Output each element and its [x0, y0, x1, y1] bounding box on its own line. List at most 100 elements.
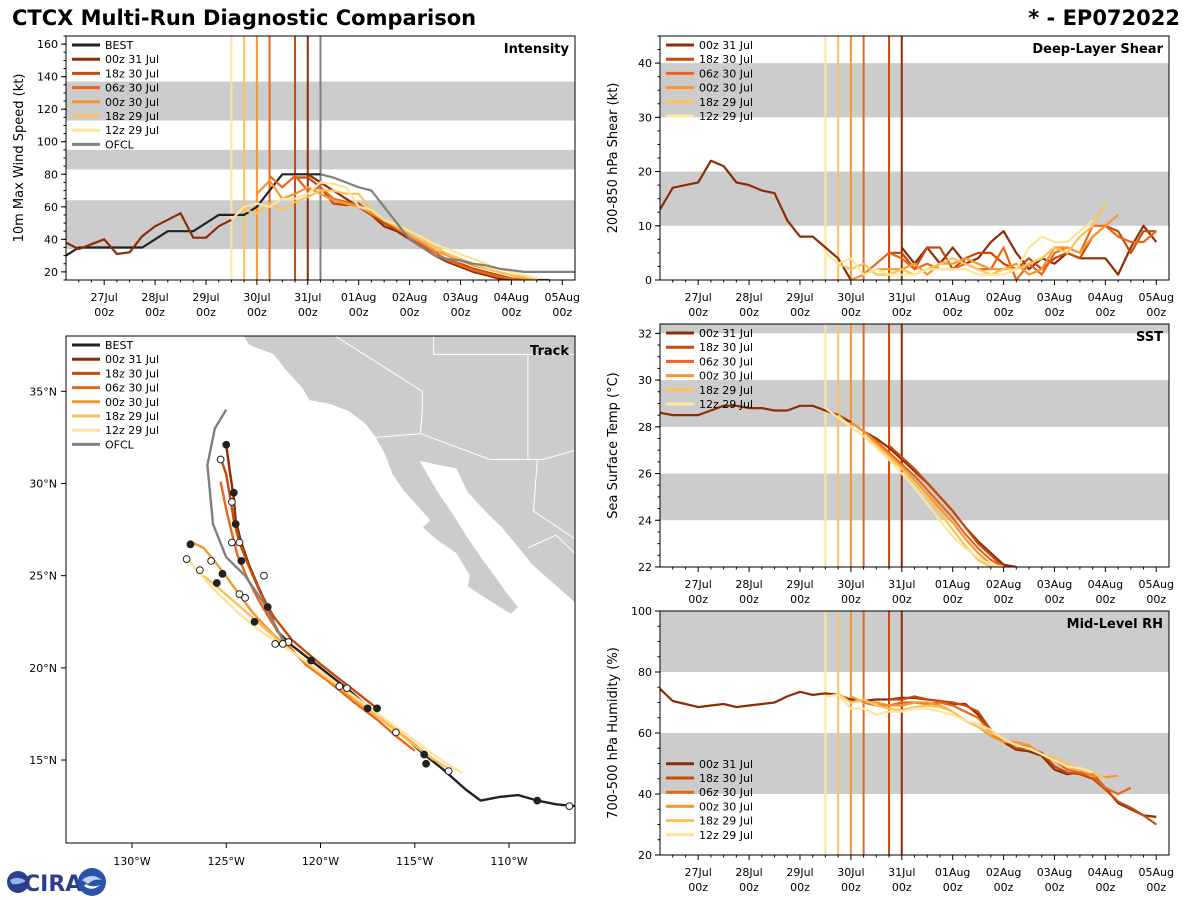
- y-tick-label: 40: [44, 233, 58, 246]
- shaded-band: [660, 171, 1169, 226]
- series-line: [837, 692, 1106, 780]
- y-tick-label: 24: [638, 514, 652, 527]
- x-tick-label: 00z: [892, 881, 912, 894]
- x-tick-label: 00z: [790, 306, 810, 319]
- x-tick-label: 04Aug: [1088, 866, 1123, 879]
- x-tick-label: 05Aug: [1139, 866, 1174, 879]
- y-axis-label: 10m Max Wind Speed (kt): [12, 74, 27, 243]
- page-title: CTCX Multi-Run Diagnostic Comparison: [12, 6, 477, 30]
- x-tick-label: 01Aug: [341, 291, 376, 304]
- legend-label: 00z 31 Jul: [105, 53, 159, 66]
- x-tick-label: 00z: [943, 881, 963, 894]
- shaded-band: [660, 63, 1169, 118]
- legend-label: 12z 29 Jul: [699, 398, 753, 411]
- track-point: [422, 759, 430, 768]
- series-line: [66, 173, 321, 257]
- panel-title: SST: [1136, 330, 1163, 345]
- shaded-band: [660, 380, 1169, 427]
- x-tick-label: 04Aug: [1088, 578, 1123, 591]
- track-line: [219, 457, 378, 710]
- legend-label: 06z 30 Jul: [105, 82, 159, 95]
- x-tick-label: 31Jul: [294, 291, 321, 304]
- track-point: [373, 704, 381, 713]
- plot-area: [66, 36, 575, 280]
- x-tick-label: 28Jul: [735, 866, 762, 879]
- y-tick-label: 32: [638, 327, 652, 340]
- legend-label: OFCL: [105, 138, 135, 151]
- y-tick-label: 0: [645, 274, 652, 287]
- track-line: [206, 409, 284, 641]
- x-tick-label: 00z: [892, 306, 912, 319]
- legend-label: 00z 31 Jul: [699, 758, 753, 771]
- x-tick-label: 00z: [1095, 593, 1115, 606]
- border-line: [527, 534, 575, 554]
- legend-label: 06z 30 Jul: [699, 355, 753, 368]
- border-line: [532, 459, 575, 540]
- series-line: [862, 430, 1005, 567]
- x-tick-label: 29Jul: [786, 866, 813, 879]
- track-point: [231, 520, 240, 528]
- x-tick-label: 04Aug: [494, 291, 529, 304]
- track-point: [565, 802, 574, 811]
- x-tick-label: 00z: [739, 593, 759, 606]
- track-point: [420, 750, 429, 759]
- x-tick-label: 01Aug: [935, 578, 970, 591]
- y-axis-label: 200-850 hPa Shear (kt): [606, 83, 621, 234]
- track-point: [278, 639, 287, 648]
- legend-label: 00z 30 Jul: [105, 96, 159, 109]
- x-tick-label: 00z: [688, 593, 708, 606]
- x-tick-label: 05Aug: [1139, 291, 1174, 304]
- x-tick-label: 28Jul: [141, 291, 168, 304]
- track-point: [335, 682, 344, 691]
- legend-label: 12z 29 Jul: [105, 124, 159, 137]
- track-point: [250, 617, 259, 626]
- map-area: [66, 336, 575, 843]
- track-point: [235, 538, 244, 547]
- x-tick-label: 05Aug: [1139, 578, 1174, 591]
- x-tick-label: 00z: [841, 881, 861, 894]
- x-tick-label: 30Jul: [243, 291, 270, 304]
- lat-tick-label: 30°N: [29, 477, 57, 490]
- track-point: [182, 555, 191, 563]
- legend-label: 00z 31 Jul: [105, 353, 159, 366]
- plot-area: [660, 324, 1169, 567]
- x-tick-label: 00z: [994, 306, 1014, 319]
- x-tick-label: 00z: [943, 593, 963, 606]
- x-tick-label: 28Jul: [735, 578, 762, 591]
- track-point: [237, 557, 246, 565]
- legend-label: 18z 29 Jul: [105, 110, 159, 123]
- panel-title: Track: [530, 344, 569, 359]
- series-line: [824, 407, 1004, 567]
- track-point: [263, 603, 272, 611]
- legend-label: 12z 29 Jul: [699, 110, 753, 123]
- x-tick-label: 00z: [298, 306, 318, 319]
- x-tick-label: 01Aug: [935, 866, 970, 879]
- y-axis-label: 700-500 hPa Humidity (%): [606, 647, 621, 819]
- x-tick-label: 27Jul: [91, 291, 118, 304]
- track-point: [195, 566, 204, 575]
- x-tick-label: 00z: [841, 306, 861, 319]
- lon-tick-label: 125°W: [208, 855, 245, 868]
- legend-label: 12z 29 Jul: [105, 424, 159, 437]
- lat-tick-label: 20°N: [29, 662, 57, 675]
- shaded-band: [660, 611, 1169, 672]
- x-tick-label: 00z: [994, 881, 1014, 894]
- track-point: [212, 579, 221, 587]
- y-tick-label: 100: [631, 605, 652, 618]
- series-line: [825, 693, 1094, 774]
- legend-label: 18z 30 Jul: [699, 341, 753, 354]
- legend-label: 00z 30 Jul: [699, 82, 753, 95]
- legend-label: BEST: [105, 339, 133, 352]
- x-tick-label: 00z: [145, 306, 165, 319]
- plot-area: [660, 611, 1169, 855]
- x-tick-label: 30Jul: [837, 578, 864, 591]
- legend-label: OFCL: [105, 438, 135, 451]
- x-tick-label: 00z: [739, 881, 759, 894]
- lon-tick-label: 115°W: [396, 855, 433, 868]
- y-tick-label: 140: [37, 71, 58, 84]
- track-point: [227, 538, 236, 547]
- track-point: [307, 656, 315, 665]
- series-line: [850, 421, 1004, 567]
